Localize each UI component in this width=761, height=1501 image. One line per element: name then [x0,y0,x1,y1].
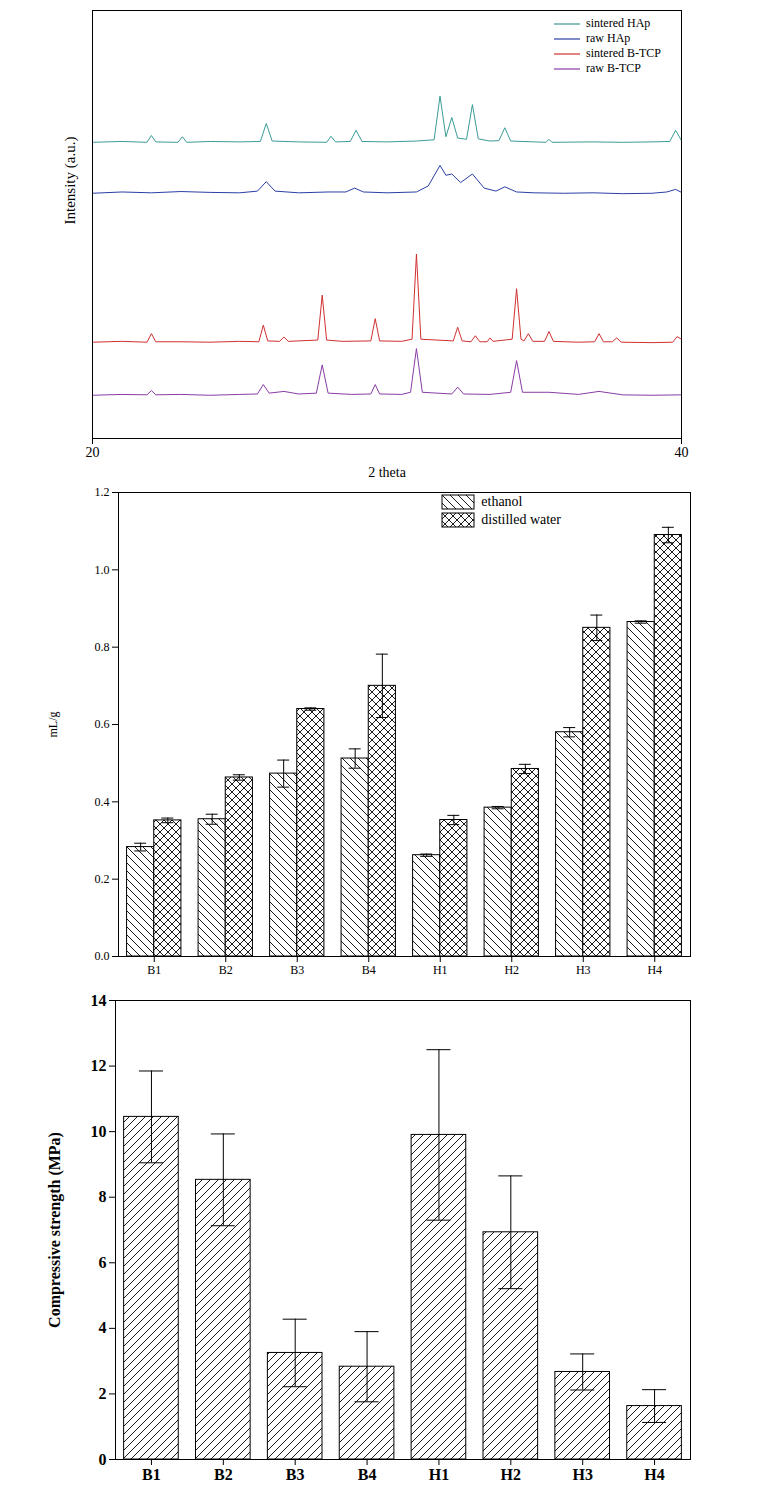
svg-text:0.2: 0.2 [95,872,110,886]
svg-text:0.8: 0.8 [95,640,110,654]
svg-text:14: 14 [91,992,107,1009]
svg-text:mL/g: mL/g [46,712,60,738]
svg-text:6: 6 [99,1254,107,1271]
svg-text:40: 40 [675,445,689,460]
svg-text:H3: H3 [572,1466,592,1483]
svg-text:B1: B1 [147,963,161,977]
svg-text:B2: B2 [214,1466,233,1483]
html-text:distilled water: distilled water [481,512,561,527]
svg-text:0.0: 0.0 [95,949,110,963]
svg-text:10: 10 [91,1123,107,1140]
svg-text:B3: B3 [290,963,304,977]
svg-text:4: 4 [99,1319,107,1336]
html-text:sintered B-TCP: sintered B-TCP [586,46,661,60]
svg-text:12: 12 [91,1057,107,1074]
svg-text:1.2: 1.2 [95,485,110,499]
svg-text:H2: H2 [501,1466,521,1483]
svg-text:H1: H1 [433,963,448,977]
svg-text:H2: H2 [504,963,519,977]
svg-text:0.4: 0.4 [95,795,110,809]
html-text:raw HAp: raw HAp [586,31,631,45]
html-text:raw B-TCP: raw B-TCP [586,61,641,75]
svg-text:B4: B4 [358,1466,377,1483]
svg-text:H3: H3 [576,963,591,977]
svg-text:Compressive strength (MPa): Compressive strength (MPa) [46,1132,64,1328]
svg-text:2: 2 [99,1385,107,1402]
svg-text:B3: B3 [286,1466,305,1483]
svg-text:H1: H1 [429,1466,449,1483]
svg-text:20: 20 [86,445,100,460]
svg-text:1.0: 1.0 [95,563,110,577]
svg-text:0: 0 [99,1451,107,1468]
html-text:ethanol: ethanol [481,494,523,509]
html-text:sintered HAp: sintered HAp [586,16,651,30]
svg-text:B1: B1 [142,1466,161,1483]
svg-text:8: 8 [99,1188,107,1205]
svg-text:B4: B4 [362,963,376,977]
svg-text:Intensity (a.u.): Intensity (a.u.) [62,137,79,225]
svg-text:B2: B2 [219,963,233,977]
svg-text:H4: H4 [644,1466,664,1483]
svg-text:H4: H4 [647,963,662,977]
svg-text:0.6: 0.6 [95,717,110,731]
svg-text:2 theta: 2 theta [368,465,406,480]
